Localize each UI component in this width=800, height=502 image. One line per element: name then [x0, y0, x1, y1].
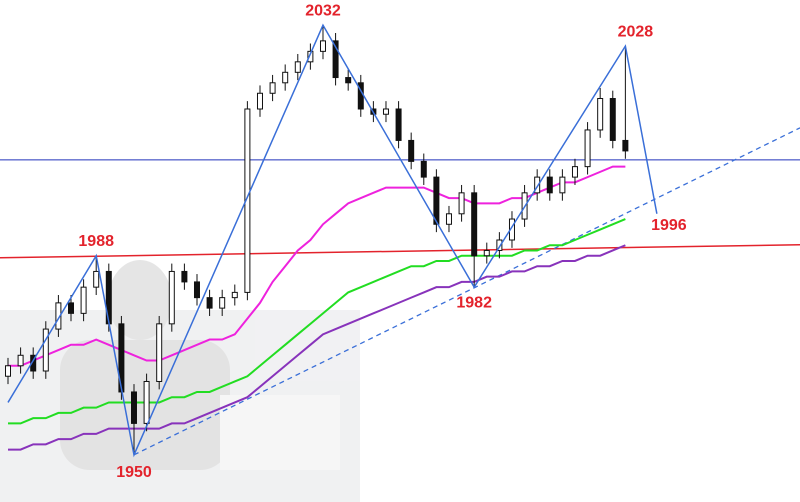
- pivot-label: 1950: [116, 464, 152, 481]
- candle-body: [269, 82, 276, 94]
- candle-body: [67, 302, 74, 314]
- pivot-label: 2028: [618, 23, 654, 40]
- candle-body: [597, 98, 604, 131]
- candle-body: [206, 297, 213, 309]
- candle-body: [433, 176, 440, 225]
- candle-body: [219, 297, 226, 309]
- candle-body: [382, 108, 389, 115]
- candle-body: [345, 77, 352, 84]
- candle-body: [130, 391, 137, 424]
- pivot-label: 2032: [305, 2, 341, 19]
- candle-body: [471, 192, 478, 257]
- candle-body: [193, 281, 200, 299]
- candle-body: [622, 139, 629, 152]
- candle-body: [332, 40, 339, 79]
- candle-body: [408, 139, 415, 162]
- trend-line: [133, 127, 800, 456]
- candle-body: [282, 71, 289, 84]
- candle-body: [395, 108, 402, 141]
- candle-body: [17, 354, 24, 367]
- candle-body: [445, 213, 452, 225]
- candle-body: [244, 108, 251, 293]
- moving-average: [8, 218, 626, 425]
- candle-body: [55, 302, 62, 330]
- candle-body: [42, 328, 49, 372]
- pivot-label: 1988: [78, 233, 114, 250]
- background-photo: [0, 260, 360, 502]
- candle-body: [584, 129, 591, 168]
- candle-body: [319, 40, 326, 52]
- candle-body: [256, 92, 263, 110]
- candle-body: [458, 192, 465, 215]
- candle-body: [5, 365, 12, 377]
- pivot-label: 1996: [651, 217, 687, 234]
- candle-body: [156, 323, 163, 382]
- candle-body: [181, 270, 188, 283]
- candle-body: [571, 166, 578, 178]
- candle-body: [496, 239, 503, 251]
- resistance-line: [0, 243, 800, 259]
- candle-body: [168, 270, 175, 325]
- moving-average: [8, 244, 626, 451]
- candle-body: [546, 176, 553, 194]
- candle-body: [143, 380, 150, 424]
- candle-body: [30, 354, 37, 372]
- candle-body: [93, 270, 100, 288]
- candle-body: [231, 291, 238, 299]
- candle-body: [420, 160, 427, 178]
- candle-body: [609, 98, 616, 141]
- candle-body: [294, 61, 301, 73]
- candle-body: [483, 249, 490, 257]
- candle-body: [80, 286, 87, 314]
- zigzag-line: [7, 23, 658, 458]
- pivot-label: 1982: [456, 294, 492, 311]
- candle-body: [559, 176, 566, 194]
- candle-body: [307, 50, 314, 63]
- candle-body: [534, 176, 541, 194]
